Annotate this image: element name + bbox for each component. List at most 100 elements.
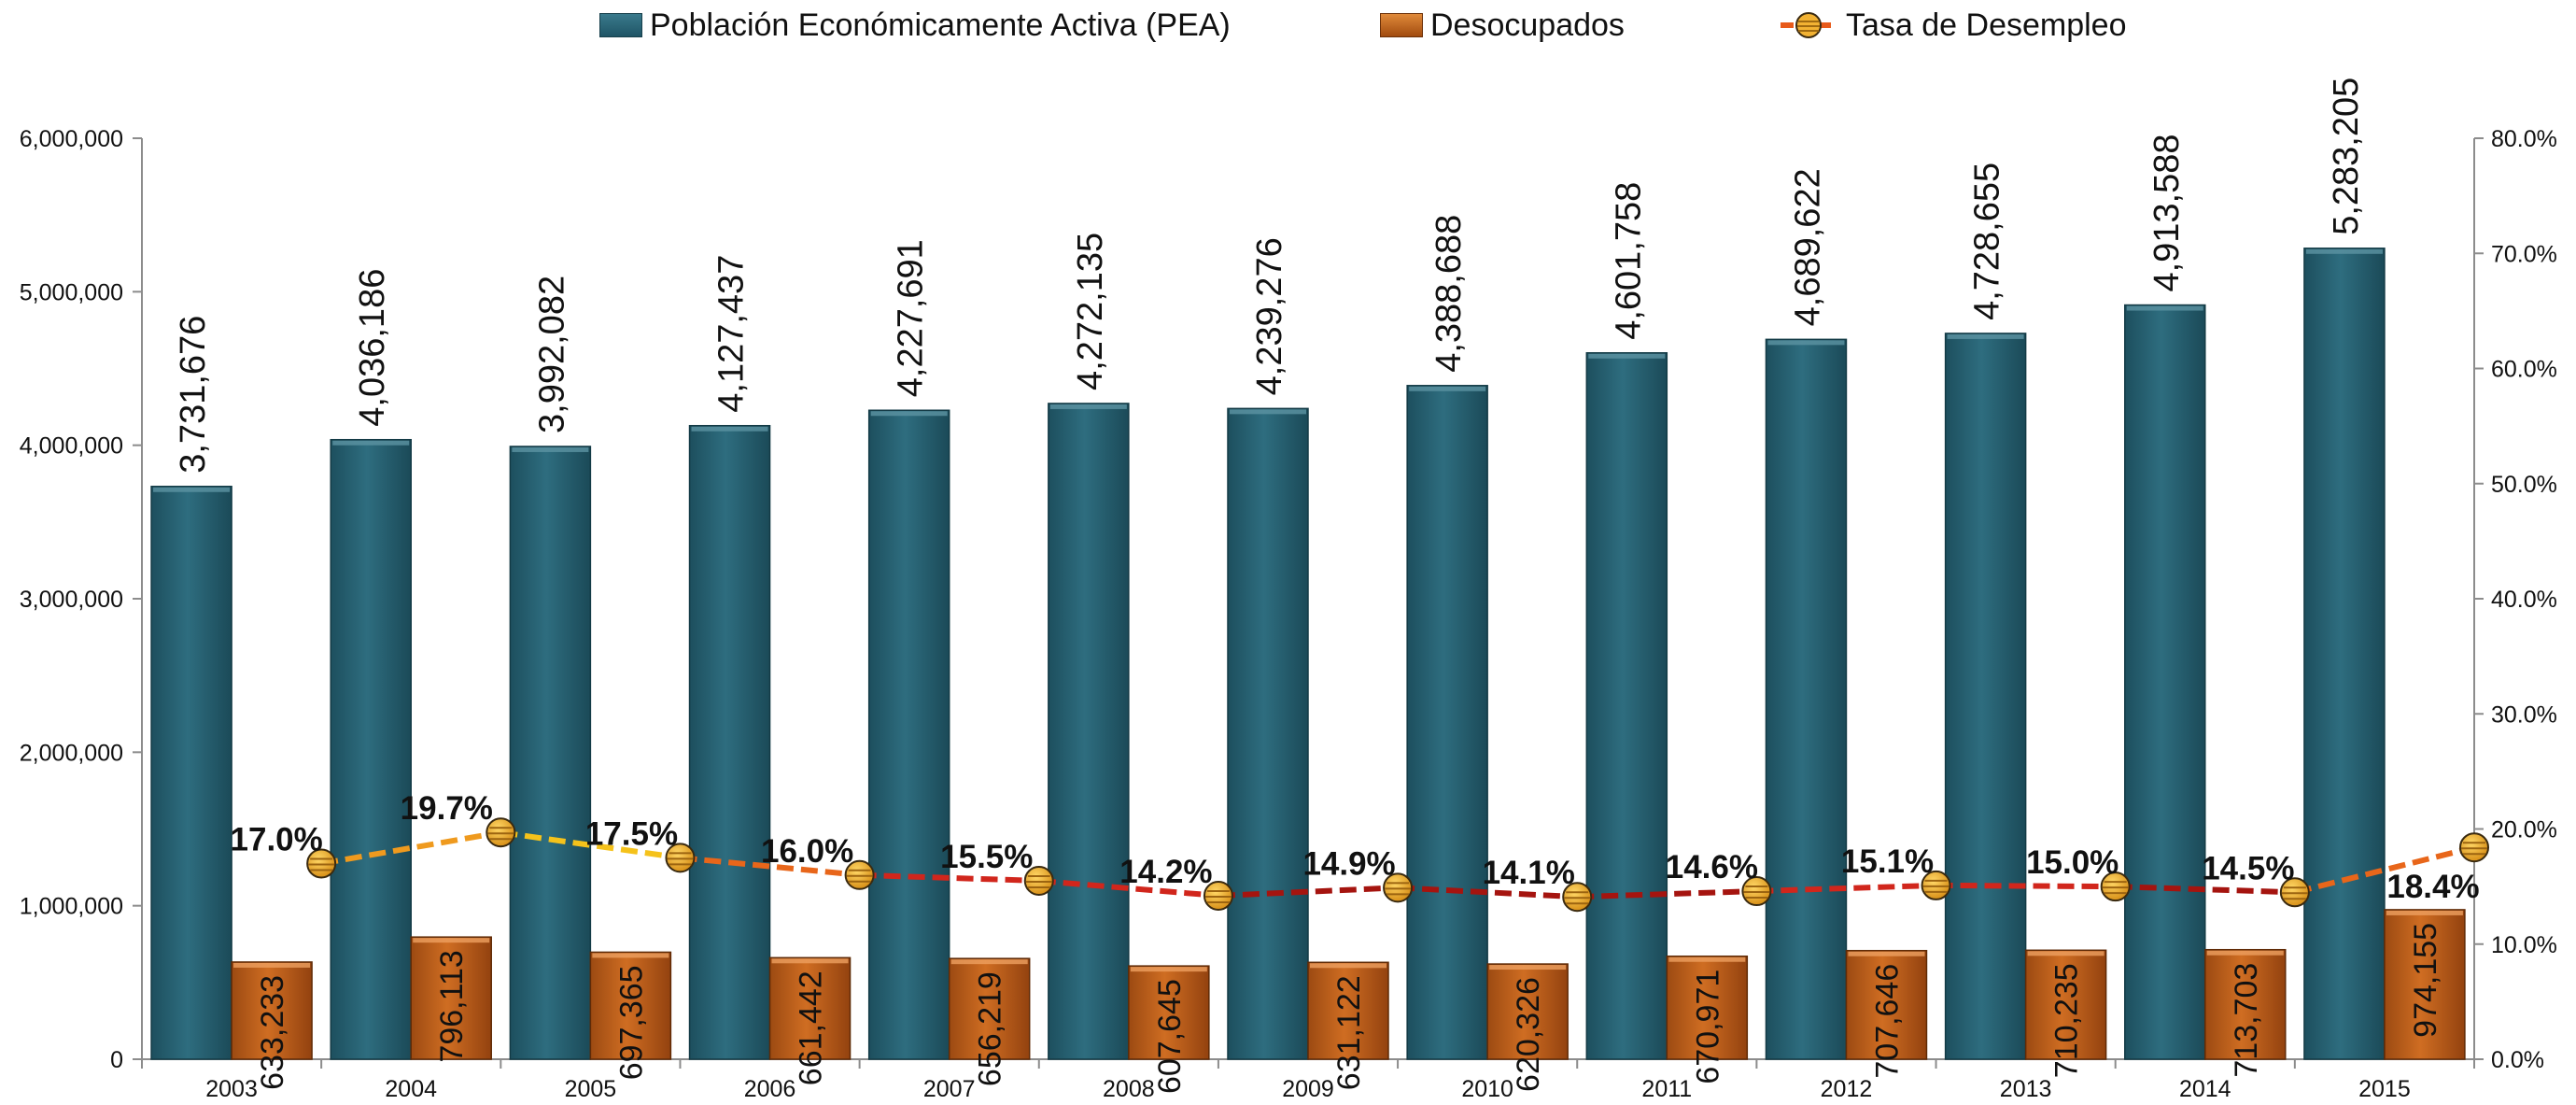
bar-pea-top xyxy=(512,446,589,452)
x-tick-label: 2010 xyxy=(1461,1076,1513,1102)
bar-pea xyxy=(1227,407,1309,1060)
label-desocupados: 710,235 xyxy=(2049,963,2085,1078)
bar-pea xyxy=(1765,338,1848,1060)
y-right-tick-label: 70.0% xyxy=(2491,241,2557,267)
y-right-tick-label: 0.0% xyxy=(2491,1047,2544,1073)
rate-line-segment xyxy=(1756,882,1936,895)
bar-pea-top xyxy=(1767,340,1845,346)
bar-pea-top xyxy=(1230,409,1306,415)
legend-label-desocupados: Desocupados xyxy=(1430,7,1625,43)
legend-swatch-tasa xyxy=(1781,12,1837,38)
x-tick-label: 2007 xyxy=(923,1076,976,1102)
x-tick-label: 2006 xyxy=(744,1076,796,1102)
rate-line xyxy=(306,817,2489,913)
y-left-tick-label: 3,000,000 xyxy=(20,587,123,613)
label-rate: 16.0% xyxy=(761,833,853,870)
label-desocupados: 620,326 xyxy=(1511,977,1546,1092)
bar-desocupados xyxy=(2384,909,2466,1060)
y-right-tick-label: 80.0% xyxy=(2491,126,2557,152)
x-tick-label: 2009 xyxy=(1282,1076,1334,1102)
label-pea: 4,601,758 xyxy=(1609,182,1648,340)
bar-pea-top xyxy=(1588,353,1666,359)
label-pea: 3,731,676 xyxy=(174,316,213,474)
label-rate: 14.5% xyxy=(2202,850,2294,886)
rate-line-segment xyxy=(2294,844,2475,896)
bar-pea-top xyxy=(2126,305,2203,311)
label-pea: 4,689,622 xyxy=(1788,168,1827,326)
data-labels: 3,731,676 4,036,186 3,992,082 4,127,437 4,22… xyxy=(174,78,2480,1094)
label-pea: 4,036,186 xyxy=(353,269,392,427)
label-desocupados: 633,233 xyxy=(255,975,290,1090)
bar-pea-top xyxy=(2305,248,2383,254)
bar-desocupados-top xyxy=(950,959,1028,965)
legend-label-tasa: Tasa de Desempleo xyxy=(1846,7,2127,43)
bar-pea xyxy=(2124,304,2206,1060)
bar-desocupados xyxy=(768,956,852,1060)
bar-pea-top xyxy=(1049,404,1127,409)
bar-pea xyxy=(150,486,232,1060)
label-pea: 4,388,688 xyxy=(1429,215,1469,373)
bar-pea-top xyxy=(870,411,948,417)
y-left-tick-label: 1,000,000 xyxy=(20,894,123,920)
bar-pea xyxy=(2303,248,2386,1060)
bar-desocupados xyxy=(1666,955,1749,1060)
bar-desocupados-top xyxy=(413,938,490,943)
rate-line-segment xyxy=(1218,885,1399,899)
x-tick-label: 2014 xyxy=(2179,1076,2231,1102)
bar-desocupados xyxy=(589,951,672,1060)
rate-line-segment xyxy=(859,871,1039,884)
bar-desocupados-top xyxy=(1310,963,1387,969)
bar-pea-top xyxy=(153,487,231,492)
bar-pea xyxy=(1048,403,1130,1060)
y-left-tick-label: 5,000,000 xyxy=(20,279,123,305)
label-pea: 4,728,655 xyxy=(1968,163,2007,320)
bar-desocupados-top xyxy=(2027,951,2104,956)
rate-line-segment xyxy=(1038,877,1219,899)
rate-line-segment xyxy=(1397,885,1578,900)
label-rate: 17.0% xyxy=(231,821,323,857)
label-rate: 14.9% xyxy=(1302,845,1395,882)
x-tick-label: 2008 xyxy=(1103,1076,1155,1102)
bar-pea xyxy=(1406,385,1488,1060)
legend-swatch-pea xyxy=(599,13,642,37)
label-desocupados: 697,365 xyxy=(613,965,649,1080)
bar-desocupados xyxy=(1486,963,1569,1060)
bar-desocupados xyxy=(948,957,1031,1060)
label-rate: 18.4% xyxy=(2386,869,2479,905)
y-left-tick-label: 6,000,000 xyxy=(20,126,123,152)
label-pea: 4,913,588 xyxy=(2147,134,2187,291)
y-right-tick-label: 10.0% xyxy=(2491,932,2557,958)
label-rate: 15.5% xyxy=(940,839,1033,875)
label-desocupados: 974,155 xyxy=(2408,923,2443,1038)
bar-pea-top xyxy=(332,440,410,446)
x-tick-label: 2011 xyxy=(1641,1076,1692,1102)
bar-pea-top xyxy=(691,426,768,432)
legend-swatch-desocupados xyxy=(1380,13,1423,37)
bar-desocupados xyxy=(1128,965,1210,1060)
label-rate: 15.0% xyxy=(2026,844,2119,881)
x-tick-label: 2012 xyxy=(1821,1076,1873,1102)
legend: Población Económicamente Activa (PEA) De… xyxy=(0,4,2576,47)
legend-label-pea: Población Económicamente Activa (PEA) xyxy=(650,7,1231,43)
bar-desocupados xyxy=(2024,949,2107,1060)
y-left-tick-label: 2,000,000 xyxy=(20,740,123,766)
bar-pea-top xyxy=(1409,386,1486,391)
bar-desocupados-top xyxy=(2206,950,2284,956)
bar-desocupados-top xyxy=(1130,967,1207,972)
label-rate: 14.6% xyxy=(1666,849,1758,885)
bar-desocupados xyxy=(231,961,313,1060)
label-pea: 3,992,082 xyxy=(532,276,571,433)
bar-pea-top xyxy=(1947,333,2024,339)
y-right-tick-label: 60.0% xyxy=(2491,357,2557,383)
rate-line-segment xyxy=(680,855,860,878)
label-rate: 14.1% xyxy=(1483,855,1575,891)
label-rate: 14.2% xyxy=(1119,854,1212,890)
bar-desocupados-top xyxy=(592,953,669,958)
bar-desocupados xyxy=(2204,948,2287,1060)
bar-desocupados xyxy=(1845,949,1928,1060)
label-pea: 4,127,437 xyxy=(712,255,752,413)
x-tick-label: 2003 xyxy=(205,1076,258,1102)
legend-item-tasa: Tasa de Desempleo xyxy=(1779,4,2127,47)
